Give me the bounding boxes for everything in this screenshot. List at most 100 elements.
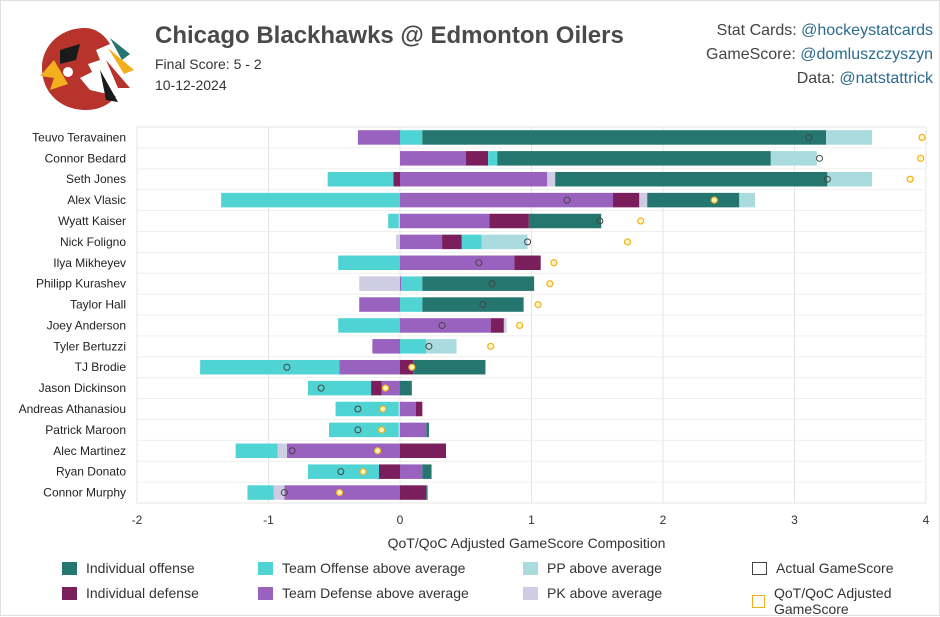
x-tick-label: 1 — [528, 513, 535, 527]
adjusted-gamescore-marker — [906, 175, 914, 183]
bar-segment-team-def — [339, 359, 400, 375]
bar-segment-ind-off — [426, 485, 428, 500]
x-tick-label: 3 — [791, 513, 798, 527]
adjusted-gamescore-marker — [374, 447, 382, 455]
bar-segment-team-def — [400, 464, 423, 479]
adjusted-gamescore-marker — [637, 217, 645, 225]
adjusted-gamescore-marker — [377, 426, 386, 434]
bar-segment-ind-def — [465, 151, 489, 166]
bar-segment-pk — [359, 276, 400, 291]
player-label: Patrick Maroon — [45, 423, 126, 437]
credit-label: Data: — [796, 70, 840, 87]
adjusted-gamescore-marker — [379, 405, 387, 413]
bar-segment-ind-def — [415, 401, 423, 417]
bar-segment-team-def — [400, 401, 416, 417]
game-date: 10-12-2024 — [155, 77, 227, 93]
bar-segment-ind-off — [413, 359, 486, 375]
bar-segment-team-off — [400, 130, 423, 145]
bar-segment-ind-off — [497, 151, 771, 166]
bar-segment-pk — [398, 213, 400, 229]
bar-segment-pk — [503, 318, 507, 333]
player-label: Teuvo Teravainen — [32, 130, 126, 144]
player-label: Philipp Kurashev — [36, 277, 126, 291]
bar-segment-team-def — [400, 213, 490, 229]
player-label: TJ Brodie — [75, 360, 127, 374]
x-tick-label: 2 — [660, 513, 667, 527]
bar-segment-team-off — [221, 192, 400, 208]
bar-segment-team-def — [400, 255, 515, 271]
player-label: Connor Murphy — [43, 486, 126, 500]
bar-segment-team-off — [461, 234, 482, 250]
adjusted-gamescore-marker — [487, 342, 495, 350]
actual-gamescore-marker — [475, 259, 483, 267]
bar-segment-ind-off — [647, 192, 740, 208]
bar-segment-ind-def — [442, 234, 462, 250]
adjusted-gamescore-marker — [359, 468, 367, 476]
adjusted-gamescore-marker — [381, 384, 390, 392]
bar-segment-ind-off — [422, 297, 524, 312]
adjusted-gamescore-marker — [408, 363, 416, 371]
bar-segment-ind-off — [426, 422, 429, 438]
actual-gamescore-marker — [823, 175, 831, 183]
bar-segment-team-off — [200, 359, 340, 375]
actual-gamescore-marker — [280, 489, 288, 497]
actual-gamescore-marker — [283, 363, 291, 371]
bar-segment-ind-def — [490, 318, 504, 333]
bar-segment-team-off — [401, 276, 423, 291]
bar-segment-ind-def — [400, 359, 414, 375]
bar-segment-team-off — [388, 213, 399, 229]
actual-gamescore-marker — [438, 321, 446, 329]
credit-gamescore: GameScore: @domluszczyszyn — [706, 46, 933, 64]
credit-data: Data: @natstattrick — [797, 70, 933, 88]
x-axis-title: QoT/QoC Adjusted GameScore Composition — [388, 535, 666, 551]
bar-segment-team-off — [247, 485, 274, 500]
bar-segment-ind-def — [514, 255, 541, 271]
x-tick-label: -2 — [132, 513, 143, 527]
player-label: Joey Anderson — [47, 318, 126, 332]
bar-segment-ind-off — [422, 276, 535, 291]
bar-segment-pp — [481, 234, 528, 250]
bar-segment-ind-off — [400, 380, 412, 396]
player-label: Wyatt Kaiser — [58, 214, 126, 228]
x-tick-label: -1 — [263, 513, 274, 527]
bar-segment-pp — [827, 171, 873, 187]
bar-segment-ind-off — [422, 464, 432, 479]
adjusted-gamescore-marker — [918, 133, 926, 142]
bar-segment-ind-def — [400, 443, 447, 459]
adjusted-gamescore-marker — [546, 280, 554, 288]
bar-segment-ind-def — [400, 485, 427, 500]
player-label: Alec Martinez — [53, 444, 126, 458]
bar-segment-team-off — [338, 255, 400, 271]
bar-segment-ind-def — [378, 464, 400, 479]
bar-segment-ind-def — [393, 171, 400, 187]
bar-segment-ind-off — [422, 130, 827, 145]
actual-gamescore-marker — [354, 405, 362, 413]
credit-label: Stat Cards: — [716, 22, 802, 39]
bar-segment-ind-def — [371, 380, 382, 396]
bar-segment-pk — [547, 171, 556, 187]
bar-segment-team-off — [328, 422, 399, 438]
credit-handle-link[interactable]: @natstattrick — [839, 70, 933, 87]
credit-handle-link[interactable]: @domluszczyszyn — [800, 46, 933, 63]
actual-gamescore-marker — [524, 238, 532, 246]
adjusted-gamescore-marker — [550, 259, 558, 267]
bar-segment-pp — [739, 192, 756, 208]
bar-segment-pp — [770, 151, 817, 166]
bar-segment-team-def — [400, 234, 443, 250]
bar-segment-team-def — [357, 130, 400, 145]
actual-gamescore-marker — [317, 384, 325, 392]
bar-segment-ind-off — [555, 171, 828, 187]
actual-gamescore-marker — [596, 217, 604, 225]
bar-segment-team-off — [488, 151, 498, 166]
x-tick-label: 0 — [397, 513, 404, 527]
x-tick-label: 4 — [923, 513, 930, 527]
actual-gamescore-marker — [563, 196, 571, 204]
credit-handle-link[interactable]: @hockeystatcards — [801, 22, 933, 39]
bar-segment-team-off — [335, 401, 399, 417]
blackhawks-logo — [40, 28, 134, 110]
player-label: Taylor Hall — [70, 298, 126, 312]
player-label: Andreas Athanasiou — [19, 402, 126, 416]
player-label: Ryan Donato — [56, 465, 126, 479]
actual-gamescore-marker — [337, 468, 345, 476]
